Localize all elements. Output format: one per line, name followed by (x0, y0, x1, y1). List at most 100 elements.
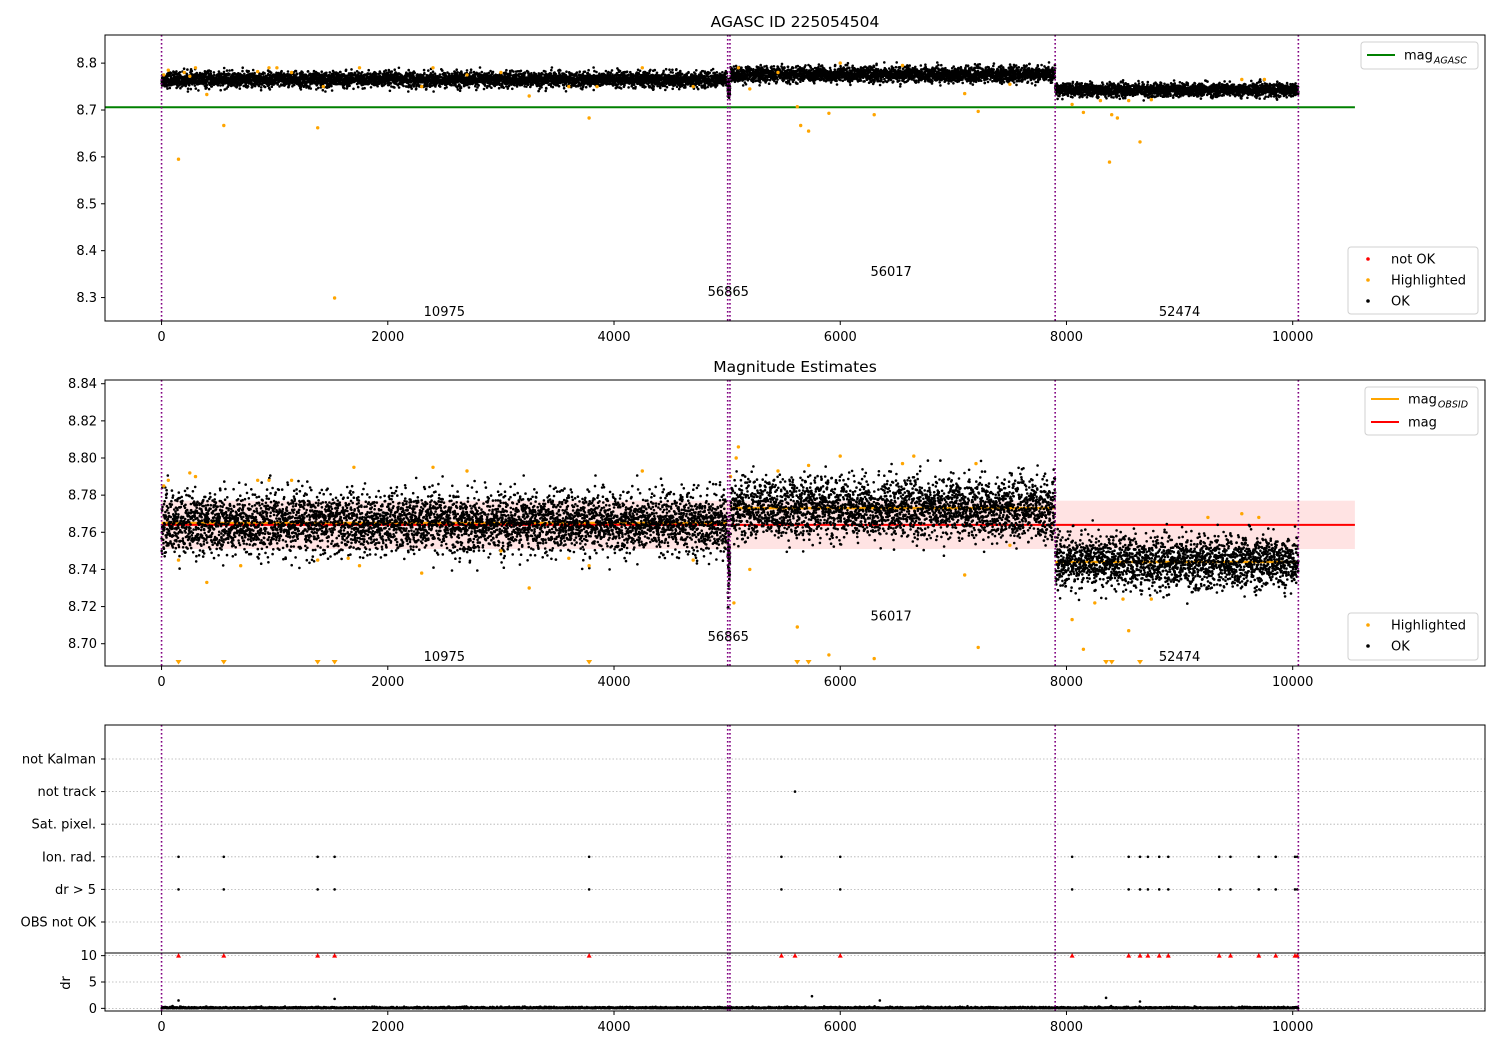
ok-point (552, 86, 555, 89)
ok-point (407, 69, 410, 72)
ok-point (247, 70, 250, 73)
ok-point (330, 85, 333, 88)
ok-point (585, 86, 588, 89)
ok-point (270, 71, 273, 74)
ok-point (649, 69, 652, 72)
ok-point (407, 90, 410, 93)
ok-point (239, 87, 242, 90)
ok-point (431, 84, 434, 87)
ok-point (187, 87, 190, 90)
ok-point (179, 71, 182, 74)
ok-point (559, 69, 562, 72)
ok-point (310, 87, 313, 90)
ok-point (219, 89, 222, 92)
ok-point (484, 84, 487, 87)
ok-point (686, 74, 689, 77)
ok-point (679, 70, 682, 73)
ok-point (595, 71, 598, 74)
ok-point (280, 70, 283, 73)
ok-point (612, 84, 615, 87)
ok-point (345, 69, 348, 72)
ok-point (206, 84, 209, 87)
ok-point (455, 68, 458, 71)
ok-point (231, 69, 234, 72)
ok-point (550, 72, 553, 75)
ok-point (205, 86, 208, 89)
ok-point (194, 84, 197, 87)
ok-point (287, 70, 290, 73)
ok-point (704, 85, 707, 88)
ok-point (166, 87, 169, 90)
ok-point (223, 71, 226, 74)
ok-point (576, 71, 579, 74)
ok-point (260, 89, 263, 92)
ok-point (512, 70, 515, 73)
ok-point (169, 87, 172, 90)
ok-point (659, 87, 662, 90)
ok-point (219, 84, 222, 87)
ok-point (183, 67, 186, 70)
ok-point (376, 85, 379, 88)
ok-point (389, 90, 392, 93)
ok-point (544, 90, 547, 93)
ok-point (324, 90, 327, 93)
ok-point (466, 69, 469, 72)
ok-point (269, 88, 272, 91)
ok-point (263, 72, 266, 75)
ok-point (385, 69, 388, 72)
ok-point (492, 71, 495, 74)
ok-point (208, 88, 211, 91)
ok-point (620, 87, 623, 90)
ok-point (724, 78, 727, 81)
ok-point (375, 73, 378, 76)
ok-point (541, 73, 544, 76)
ok-point (671, 88, 674, 91)
ok-point (218, 70, 221, 73)
ok-point (695, 69, 698, 72)
ok-point (253, 72, 256, 75)
ok-point (228, 69, 231, 72)
ok-point (322, 89, 325, 92)
ok-point (498, 87, 501, 90)
ok-point (329, 71, 332, 74)
ok-point (545, 87, 548, 90)
ok-point (675, 68, 678, 71)
ok-point (357, 86, 360, 89)
ok-point (331, 89, 334, 92)
ok-point (605, 70, 608, 73)
ok-point (644, 86, 647, 89)
ok-point (295, 70, 298, 73)
ok-point (384, 83, 387, 86)
ok-point (490, 86, 493, 89)
agasc-panel-title: AGASC ID 225054504 (711, 13, 880, 31)
ok-point (666, 86, 669, 89)
ok-point (468, 86, 471, 89)
ok-point (228, 73, 231, 76)
ok-point (213, 71, 216, 74)
ok-point (423, 72, 426, 75)
ok-point (460, 87, 463, 90)
ok-point (425, 88, 428, 91)
ok-point (379, 72, 382, 75)
ok-point (296, 73, 299, 76)
ok-point (352, 88, 355, 91)
ok-point (456, 71, 459, 74)
ok-point (697, 88, 700, 91)
ok-point (390, 82, 393, 85)
ok-point (348, 84, 351, 87)
ok-point (653, 85, 656, 88)
ok-point (664, 89, 667, 92)
ok-point (511, 88, 514, 91)
ok-point (187, 90, 190, 93)
ok-point (509, 71, 512, 74)
ok-point (367, 69, 370, 72)
ok-point (678, 88, 681, 91)
ok-point (551, 66, 554, 69)
ok-point (627, 73, 630, 76)
ok-point (626, 70, 629, 73)
ok-point (708, 72, 711, 75)
ok-point (477, 84, 480, 87)
ok-point (716, 84, 719, 87)
ok-point (483, 88, 486, 91)
